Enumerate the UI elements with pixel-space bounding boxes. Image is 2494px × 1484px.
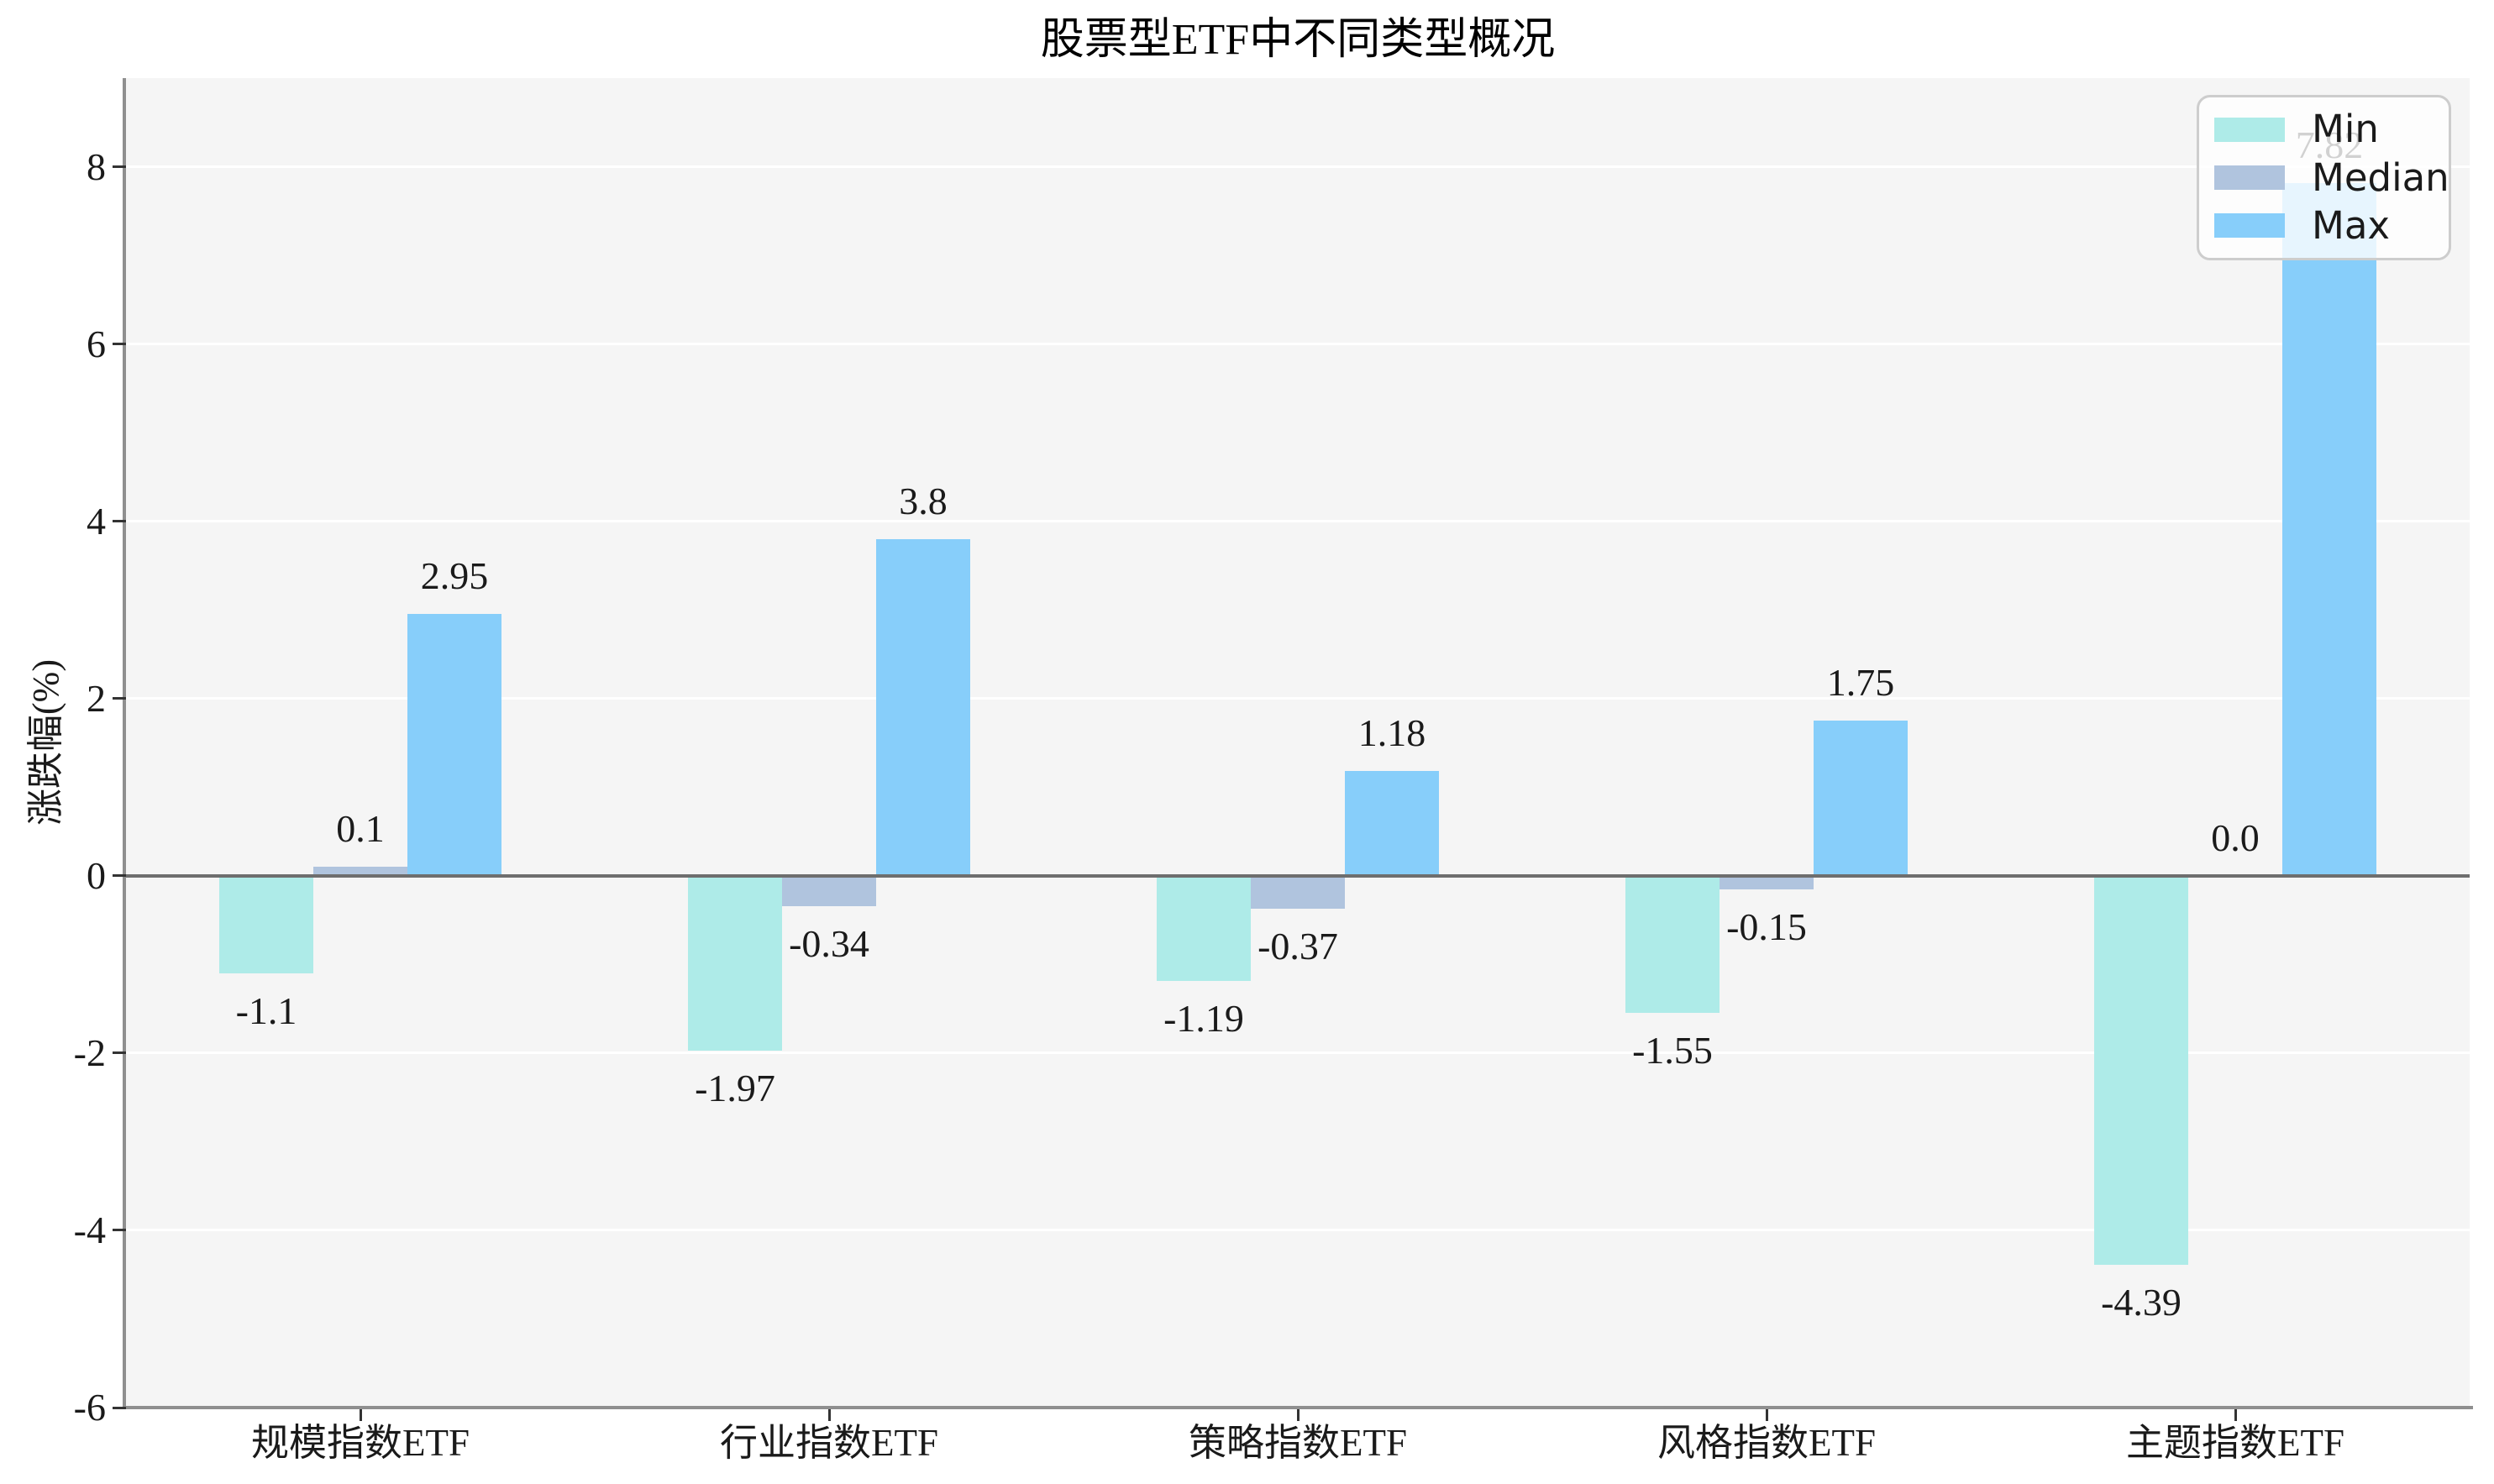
y-tick-label: 6 <box>87 322 106 365</box>
y-tick-label: 2 <box>87 676 106 720</box>
bar-min-2 <box>688 875 782 1051</box>
y-tick-label: -6 <box>73 1386 106 1429</box>
x-tick-label-5: 主题指数ETF <box>2125 1422 2344 1464</box>
bar-value-label: -0.37 <box>1258 924 1338 967</box>
y-tick <box>113 520 126 523</box>
legend-item: Median <box>2214 155 2449 200</box>
y-tick <box>113 1051 126 1055</box>
y-tick <box>113 874 126 878</box>
gridline-y8 <box>126 165 2470 169</box>
gridline-y6 <box>126 343 2470 346</box>
y-tick-label: 0 <box>87 853 106 897</box>
bar-min-5 <box>2094 875 2188 1266</box>
bar-max-1 <box>407 614 501 876</box>
bar-median-1 <box>313 867 407 876</box>
legend-swatch-max <box>2214 213 2285 239</box>
bar-median-2 <box>782 875 876 906</box>
bar-value-label: -0.15 <box>1726 905 1807 948</box>
bar-value-label: -1.55 <box>1632 1029 1713 1072</box>
bar-median-3 <box>1251 875 1345 909</box>
x-tick <box>359 1409 362 1421</box>
bar-value-label: -1.19 <box>1163 997 1244 1041</box>
bar-value-label: 0.0 <box>2211 815 2260 859</box>
x-tick <box>1765 1409 1768 1421</box>
gridline-y-2 <box>126 1051 2470 1055</box>
gridline-y4 <box>126 520 2470 523</box>
x-tick-label-2: 行业指数ETF <box>719 1422 938 1464</box>
y-tick <box>113 165 126 169</box>
bar-max-4 <box>1814 721 1908 876</box>
legend-swatch-min <box>2214 117 2285 142</box>
page-title: 股票型ETF中不同类型概况 <box>1040 16 1556 64</box>
y-tick <box>113 343 126 346</box>
zero-line <box>126 873 2470 878</box>
y-tick-label: -4 <box>73 1208 106 1251</box>
y-tick <box>113 1229 126 1232</box>
bar-min-1 <box>219 875 313 973</box>
x-tick-label-1: 规模指数ETF <box>250 1422 470 1464</box>
plot-area: -1.1 -1.97 -1.19 -1.55 -4.39 0.1 -0.34 -0.37 -0.… <box>126 78 2470 1408</box>
x-tick <box>1296 1409 1300 1421</box>
y-tick-label: -2 <box>73 1030 106 1074</box>
bar-value-label: 3.8 <box>899 479 948 522</box>
bar-value-label: -4.39 <box>2101 1281 2182 1324</box>
bar-value-label: -0.34 <box>789 921 869 965</box>
left-spine <box>123 78 126 1409</box>
legend-swatch-median <box>2214 165 2285 190</box>
gridline-y2 <box>126 697 2470 700</box>
bar-min-4 <box>1625 875 1720 1014</box>
gridline-y-4 <box>126 1229 2470 1232</box>
legend-item: Max <box>2214 202 2449 248</box>
bar-value-label: 1.75 <box>1826 661 1895 705</box>
bar-value-label: 0.1 <box>336 807 385 851</box>
bar-max-3 <box>1345 771 1439 876</box>
y-tick-label: 4 <box>87 499 106 543</box>
bar-value-label: -1.97 <box>695 1066 775 1109</box>
bottom-spine <box>123 1406 2473 1409</box>
legend-label: Max <box>2312 202 2391 248</box>
x-tick <box>827 1409 831 1421</box>
bar-max-2 <box>876 538 970 876</box>
x-tick-label-3: 策略指数ETF <box>1188 1422 1407 1464</box>
y-tick-label: 8 <box>87 144 106 188</box>
legend-label: Min <box>2312 107 2379 152</box>
bar-value-label: -1.1 <box>235 988 297 1032</box>
y-tick <box>113 697 126 700</box>
x-tick-label-4: 风格指数ETF <box>1657 1422 1876 1464</box>
legend-label: Median <box>2312 155 2449 200</box>
bar-max-5 <box>2282 182 2376 876</box>
legend-item: Min <box>2214 108 2449 150</box>
bar-min-3 <box>1157 875 1251 982</box>
legend: Min Median Max <box>2197 95 2451 260</box>
x-tick <box>2234 1409 2237 1421</box>
bar-median-4 <box>1720 875 1814 889</box>
bar-value-label: 2.95 <box>420 554 489 598</box>
bar-value-label: 1.18 <box>1357 711 1426 755</box>
y-tick <box>113 1406 126 1409</box>
